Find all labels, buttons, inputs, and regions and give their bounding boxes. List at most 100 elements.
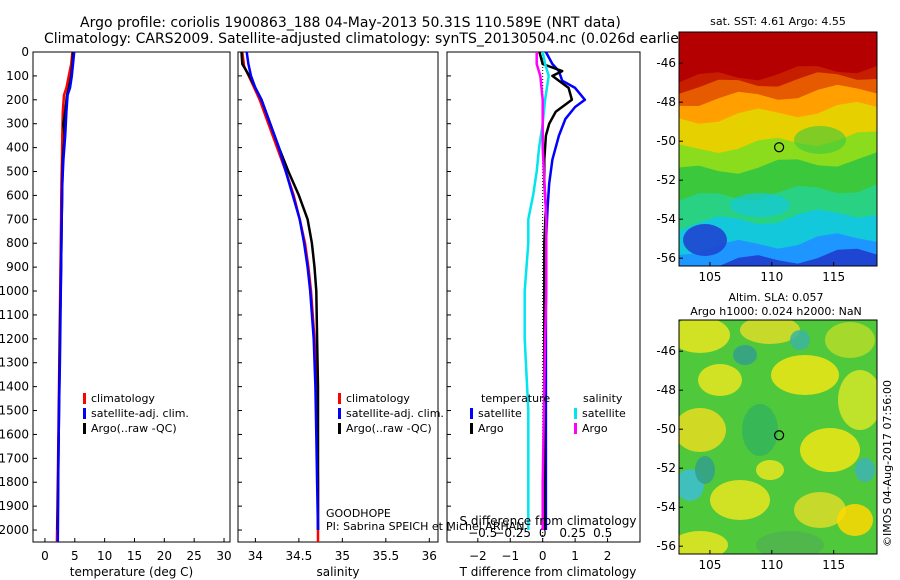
depth-tick-label: 200 <box>6 93 29 107</box>
depth-tick-label: 1200 <box>0 332 29 346</box>
sla-anomaly-blob <box>838 370 877 430</box>
depth-tick-label: 700 <box>6 212 29 226</box>
sla-map-lat-label: -48 <box>656 383 676 397</box>
sla-map-float-marker <box>774 430 785 441</box>
difference-xtick-label: −1 <box>501 549 519 563</box>
depth-tick-label: 300 <box>6 117 29 131</box>
difference-legend-swatch <box>470 408 473 419</box>
depth-tick-label: 1500 <box>0 404 29 418</box>
salinity-xlabel: salinity <box>316 565 359 579</box>
sst-map-lat-label: -50 <box>656 134 676 148</box>
difference-legend-label: satellite <box>478 407 522 420</box>
sla-map: 105 110 115 -46 -48 -50 -52 -54 -56 Altim. SLA: 0… <box>656 291 878 572</box>
temperature-xlabel: temperature (deg C) <box>70 565 193 579</box>
salinity-diff-tick-label: 0 <box>539 526 547 540</box>
sst-map-lon-label: 105 <box>698 270 721 284</box>
sla-anomaly-blob <box>800 428 860 472</box>
salinity-line-satellite <box>245 51 320 531</box>
temperature-xtick-label: 15 <box>127 549 142 563</box>
temperature-legend-swatch <box>83 393 86 404</box>
sla-anomaly-blob <box>695 456 715 484</box>
salinity-panel: 34 34.5 35 35.5 36 climatology satellite-adj. … <box>237 51 525 579</box>
sst-map-float-marker <box>774 142 785 153</box>
sla-map-lon-label: 115 <box>822 558 845 572</box>
sla-anomaly-blob <box>742 404 778 456</box>
sla-anomaly-blob <box>710 480 770 520</box>
salinity-legend-swatch <box>338 393 341 404</box>
temperature-axes-frame <box>32 51 231 543</box>
sla-map-lat-label: -50 <box>656 422 676 436</box>
project-annotation: GOODHOPE <box>326 507 391 520</box>
temperature-line-satellite <box>56 51 76 543</box>
sla-anomaly-blob <box>679 320 730 353</box>
temperature-legend-swatch <box>83 423 86 434</box>
difference-xtick-label: −2 <box>469 549 487 563</box>
sst-map: 105 110 115 -46 -48 -50 -52 -54 -56 sat. SST: 4.6… <box>656 15 878 284</box>
salinity-diff-tick-label: 0.25 <box>559 526 586 540</box>
sst-map-lon-label: 110 <box>760 270 783 284</box>
imos-footer: ©IMOS 04-Aug-2017 07:56:00 <box>881 380 894 547</box>
sla-map-title-line1: Altim. SLA: 0.057 <box>728 291 823 304</box>
temperature-xtick-label: 5 <box>71 549 79 563</box>
temperature-legend-label: satellite-adj. clim. <box>91 407 189 420</box>
salinity-xtick-label: 36 <box>422 549 437 563</box>
difference-xtick-label: 2 <box>604 549 612 563</box>
sla-field <box>679 320 877 554</box>
salinity-legend-label: satellite-adj. clim. <box>346 407 444 420</box>
sla-map-lon-label: 105 <box>698 558 721 572</box>
salinity-line-climatology <box>241 51 320 542</box>
sla-anomaly-blob <box>679 531 728 554</box>
depth-tick-label: 100 <box>6 69 29 83</box>
salinity-xtick-label: 34 <box>248 549 263 563</box>
sla-anomaly-blob <box>837 504 873 536</box>
salinity-diff-tick-label: 0.5 <box>593 526 612 540</box>
salinity-diff-tick-label: −0.5 <box>468 526 497 540</box>
depth-tick-label: 800 <box>6 236 29 250</box>
temperature-panel: 0100200300400500600700800900100011001200… <box>0 45 232 579</box>
temperature-difference-xlabel: T difference from climatology <box>459 565 637 579</box>
depth-tick-label: 1600 <box>0 427 29 441</box>
depth-tick-label: 0 <box>21 45 29 59</box>
sst-field <box>679 32 877 266</box>
sla-anomaly-blob <box>679 408 726 452</box>
depth-tick-label: 1100 <box>0 308 29 322</box>
sst-map-lat-label: -48 <box>656 95 676 109</box>
salinity-legend-swatch <box>338 408 341 419</box>
difference-panel: −2 −1 0 1 2 −0.5−0.25 0 0.25 0.5 temperature salin… <box>446 51 641 579</box>
sst-map-title: sat. SST: 4.61 Argo: 4.55 <box>710 15 846 28</box>
sla-map-lat-label: -56 <box>656 539 676 553</box>
difference-line-satellite-salinity <box>523 51 550 530</box>
difference-legend-swatch <box>574 423 577 434</box>
depth-tick-label: 1700 <box>0 451 29 465</box>
temperature-xtick-label: 20 <box>157 549 172 563</box>
sst-cold-patch <box>683 224 727 256</box>
sst-map-lat-label: -46 <box>656 56 676 70</box>
depth-tick-label: 600 <box>6 188 29 202</box>
sst-map-lat-label: -56 <box>656 251 676 265</box>
sla-anomaly-blob <box>698 364 742 396</box>
salinity-xtick-label: 35 <box>335 549 350 563</box>
difference-xtick-label: 0 <box>539 549 547 563</box>
difference-legend-label: satellite <box>582 407 626 420</box>
sla-anomaly-blob <box>771 355 839 395</box>
temperature-xtick-label: 10 <box>97 549 112 563</box>
sla-map-lat-label: -52 <box>656 461 676 475</box>
salinity-axes-frame <box>237 51 439 543</box>
difference-xtick-label: 1 <box>571 549 579 563</box>
difference-line-argo-salinity <box>535 52 548 530</box>
difference-legend-swatch <box>470 423 473 434</box>
sla-anomaly-blob <box>855 458 875 482</box>
depth-tick-label: 1800 <box>0 475 29 489</box>
sla-anomaly-blob <box>756 531 824 554</box>
temperature-xtick-label: 0 <box>41 549 49 563</box>
salinity-line-argo <box>240 51 320 530</box>
difference-line-satellite-temperature <box>544 51 587 530</box>
depth-tick-label: 1400 <box>0 380 29 394</box>
sla-anomaly-blob <box>756 460 784 480</box>
sla-anomaly-blob <box>825 322 875 358</box>
legend-temperature-title: temperature <box>481 392 550 405</box>
sla-anomaly-blob <box>740 320 800 344</box>
temperature-legend-label: climatology <box>91 392 155 405</box>
sst-map-frame <box>678 31 878 267</box>
salinity-diff-tick-label: −0.25 <box>494 526 531 540</box>
